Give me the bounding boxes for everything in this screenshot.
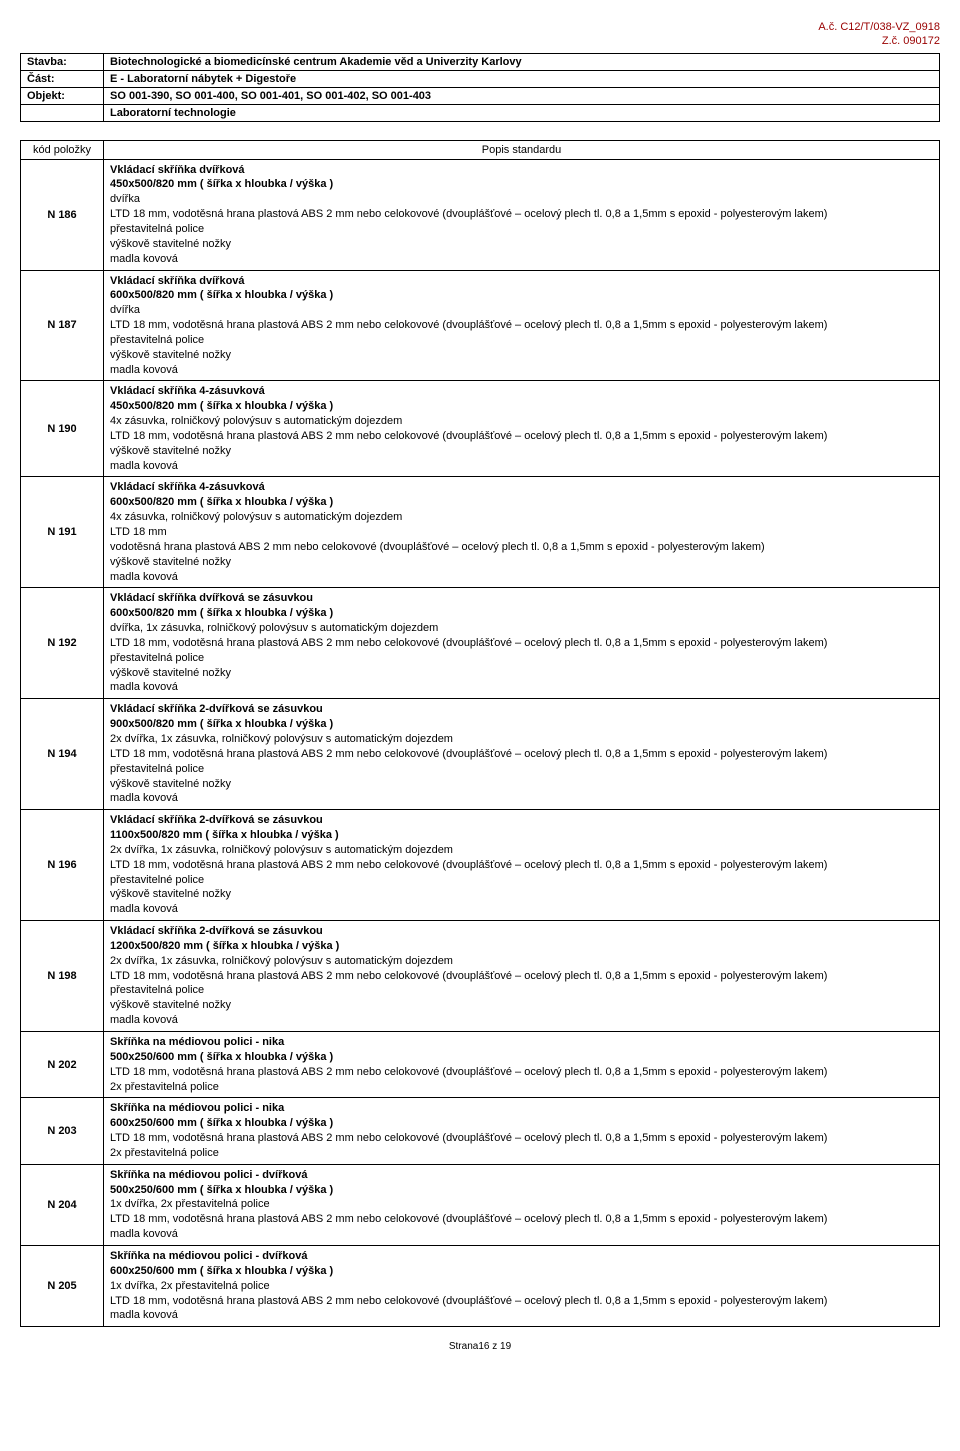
doc-id-line1: A.č. C12/T/038-VZ_0918	[818, 21, 940, 33]
meta-label-empty	[21, 104, 104, 121]
table-row: N 205Skříňka na médiovou polici - dvířko…	[21, 1245, 940, 1326]
meta-row-tech: Laboratorní technologie	[21, 104, 940, 121]
meta-row-cast: Část: E - Laboratorní nábytek + Digestoř…	[21, 70, 940, 87]
item-description: Vkládací skříňka dvířková450x500/820 mm …	[104, 159, 940, 270]
meta-value-cast: E - Laboratorní nábytek + Digestoře	[104, 70, 940, 87]
table-row: N 187Vkládací skříňka dvířková600x500/82…	[21, 270, 940, 381]
meta-value-objekt: SO 001-390, SO 001-400, SO 001-401, SO 0…	[104, 87, 940, 104]
table-row: N 186Vkládací skříňka dvířková450x500/82…	[21, 159, 940, 270]
meta-label-stavba: Stavba:	[21, 53, 104, 70]
header-row: kód položky Popis standardu	[21, 140, 940, 159]
item-description: Skříňka na médiovou polici - dvířková600…	[104, 1245, 940, 1326]
item-code: N 198	[21, 921, 104, 1032]
item-description: Skříňka na médiovou polici - nika500x250…	[104, 1032, 940, 1098]
item-code: N 191	[21, 477, 104, 588]
item-description: Vkládací skříňka dvířková se zásuvkou600…	[104, 588, 940, 699]
item-description: Vkládací skříňka 2-dvířková se zásuvkou1…	[104, 810, 940, 921]
item-description: Vkládací skříňka 4-zásuvková600x500/820 …	[104, 477, 940, 588]
meta-value-stavba: Biotechnologické a biomedicínské centrum…	[104, 53, 940, 70]
table-row: N 204Skříňka na médiovou polici - dvířko…	[21, 1164, 940, 1245]
item-description: Vkládací skříňka 2-dvířková se zásuvkou1…	[104, 921, 940, 1032]
item-code: N 202	[21, 1032, 104, 1098]
table-row: N 198Vkládací skříňka 2-dvířková se zásu…	[21, 921, 940, 1032]
item-code: N 190	[21, 381, 104, 477]
item-code: N 192	[21, 588, 104, 699]
table-row: N 202Skříňka na médiovou polici - nika50…	[21, 1032, 940, 1098]
item-description: Vkládací skříňka 4-zásuvková450x500/820 …	[104, 381, 940, 477]
table-row: N 196Vkládací skříňka 2-dvířková se zásu…	[21, 810, 940, 921]
item-description: Skříňka na médiovou polici - nika600x250…	[104, 1098, 940, 1164]
table-row: N 194Vkládací skříňka 2-dvířková se zásu…	[21, 699, 940, 810]
table-row: N 192Vkládací skříňka dvířková se zásuvk…	[21, 588, 940, 699]
header-desc: Popis standardu	[104, 140, 940, 159]
table-row: N 203Skříňka na médiovou polici - nika60…	[21, 1098, 940, 1164]
item-description: Vkládací skříňka dvířková600x500/820 mm …	[104, 270, 940, 381]
doc-id-line2: Z.č. 090172	[882, 35, 940, 47]
item-code: N 196	[21, 810, 104, 921]
header-code: kód položky	[21, 140, 104, 159]
item-description: Vkládací skříňka 2-dvířková se zásuvkou9…	[104, 699, 940, 810]
meta-label-objekt: Objekt:	[21, 87, 104, 104]
item-code: N 187	[21, 270, 104, 381]
table-row: N 191Vkládací skříňka 4-zásuvková600x500…	[21, 477, 940, 588]
item-code: N 194	[21, 699, 104, 810]
footer-pagination: Strana16 z 19	[20, 1341, 940, 1352]
main-table: kód položky Popis standardu N 186Vkládac…	[20, 140, 940, 1328]
meta-row-objekt: Objekt: SO 001-390, SO 001-400, SO 001-4…	[21, 87, 940, 104]
item-code: N 205	[21, 1245, 104, 1326]
item-code: N 186	[21, 159, 104, 270]
item-code: N 203	[21, 1098, 104, 1164]
meta-row-stavba: Stavba: Biotechnologické a biomedicínské…	[21, 53, 940, 70]
document-ids: A.č. C12/T/038-VZ_0918 Z.č. 090172	[20, 20, 940, 49]
meta-value-tech: Laboratorní technologie	[104, 104, 940, 121]
item-code: N 204	[21, 1164, 104, 1245]
meta-label-cast: Část:	[21, 70, 104, 87]
meta-table: Stavba: Biotechnologické a biomedicínské…	[20, 53, 940, 122]
table-row: N 190Vkládací skříňka 4-zásuvková450x500…	[21, 381, 940, 477]
item-description: Skříňka na médiovou polici - dvířková500…	[104, 1164, 940, 1245]
